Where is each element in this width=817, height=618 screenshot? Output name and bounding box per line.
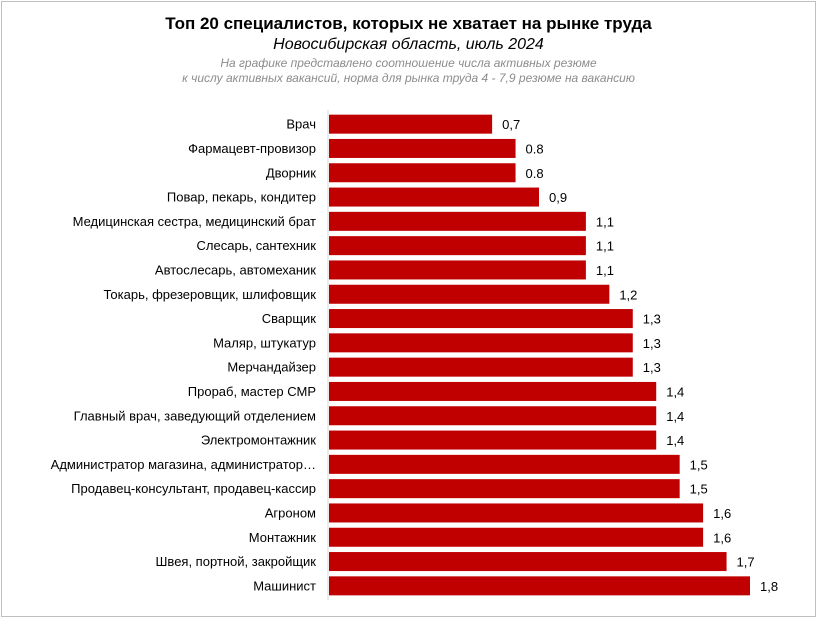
value-label: 0.8 xyxy=(526,166,544,181)
value-label: 1,1 xyxy=(596,214,614,229)
value-label: 1,1 xyxy=(596,263,614,278)
category-label: Дворник xyxy=(266,165,316,180)
category-label: Машинист xyxy=(253,578,316,593)
chart-subtitle: Новосибирская область, июль 2024 xyxy=(273,36,544,53)
bar xyxy=(329,236,586,256)
category-label: Автослесарь, автомеханик xyxy=(155,262,316,277)
category-label: Главный врач, заведующий отделением xyxy=(74,408,316,423)
bar xyxy=(329,503,704,523)
value-label: 1,6 xyxy=(713,506,731,521)
value-label: 1,1 xyxy=(596,239,614,254)
category-label: Швея, портной, закройщик xyxy=(156,554,317,569)
bar xyxy=(329,479,680,499)
value-label: 1,7 xyxy=(737,555,755,570)
value-label: 1,8 xyxy=(760,579,778,594)
value-label: 1,4 xyxy=(666,409,684,424)
category-label: Сварщик xyxy=(262,311,317,326)
category-label: Агроном xyxy=(265,505,316,520)
bar xyxy=(329,211,586,231)
bar xyxy=(329,187,539,207)
category-label: Маляр, штукатур xyxy=(213,335,316,350)
value-label: 1,3 xyxy=(643,336,661,351)
category-label: Медицинская сестра, медицинский брат xyxy=(73,214,316,229)
bar xyxy=(329,430,657,450)
value-label: 1,3 xyxy=(643,312,661,327)
value-label: 0,7 xyxy=(502,117,520,132)
category-label: Слесарь, сантехник xyxy=(197,238,317,253)
bar xyxy=(329,284,610,304)
category-label: Врач xyxy=(286,117,316,132)
value-label: 1,6 xyxy=(713,530,731,545)
chart-title: Топ 20 специалистов, которых не хватает … xyxy=(165,14,652,33)
value-label: 1,5 xyxy=(690,482,708,497)
category-label: Прораб, мастер СМР xyxy=(188,384,316,399)
bar xyxy=(329,260,586,280)
value-label: 1,4 xyxy=(666,384,684,399)
category-label: Администратор магазина, администратор… xyxy=(51,457,316,472)
bar xyxy=(329,576,750,596)
value-label: 1,4 xyxy=(666,433,684,448)
value-label: 1,5 xyxy=(690,457,708,472)
value-label: 1,2 xyxy=(619,287,637,302)
bar xyxy=(329,454,680,474)
bar xyxy=(329,406,657,426)
bar xyxy=(329,381,657,401)
category-label: Токарь, фрезеровщик, шлифовщик xyxy=(104,287,317,302)
bar xyxy=(329,163,516,183)
bar xyxy=(329,333,633,353)
value-label: 0,9 xyxy=(549,190,567,205)
bar xyxy=(329,357,633,377)
category-label: Электромонтажник xyxy=(201,433,316,448)
bar xyxy=(329,552,727,572)
chart-note-line2: к числу активных вакансий, норма для рын… xyxy=(182,71,635,85)
bar xyxy=(329,114,493,134)
category-label: Монтажник xyxy=(249,530,317,545)
bar xyxy=(329,138,516,158)
category-label: Продавец-консультант, продавец-кассир xyxy=(71,481,316,496)
category-label: Повар, пекарь, кондитер xyxy=(167,190,316,205)
category-label: Мерчандайзер xyxy=(227,360,316,375)
value-label: 1,3 xyxy=(643,360,661,375)
category-label: Фармацевт-провизор xyxy=(188,141,316,156)
bar xyxy=(329,309,633,329)
value-label: 0.8 xyxy=(526,141,544,156)
chart-note-line1: На графике представлено соотношение числ… xyxy=(220,56,597,70)
bar xyxy=(329,527,704,547)
